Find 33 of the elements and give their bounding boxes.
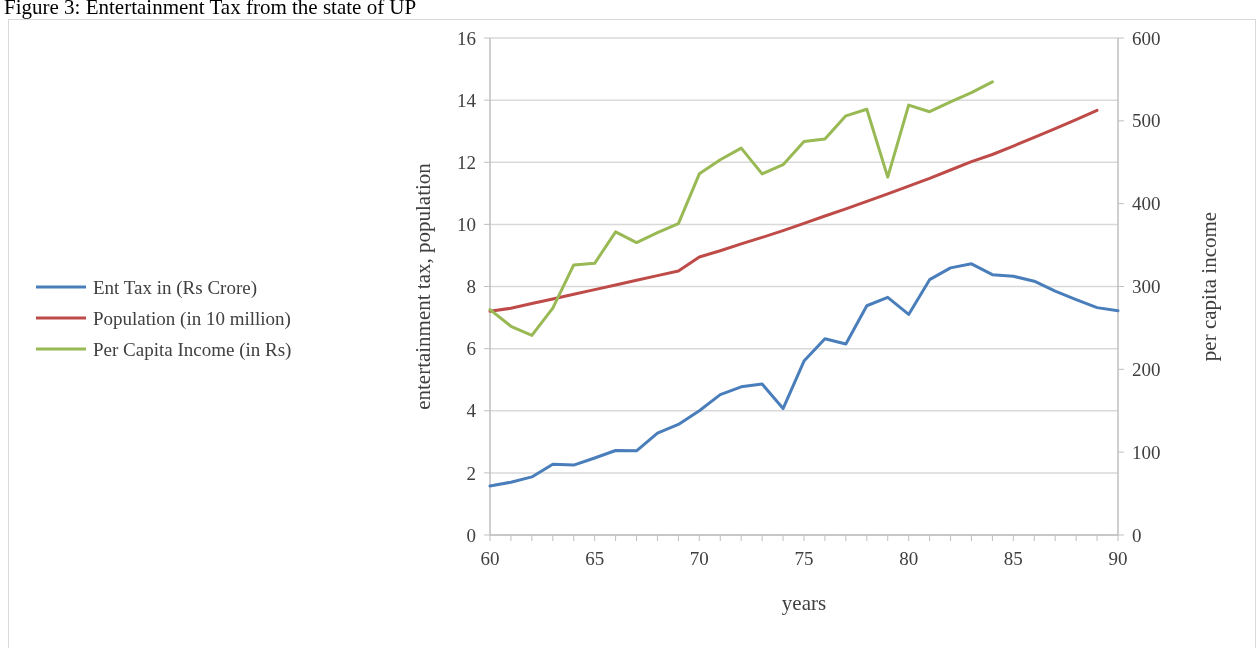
- x-tick-label: 80: [899, 548, 919, 569]
- y-tick-label: 16: [457, 27, 476, 49]
- line-series: [488, 80, 994, 337]
- y-tick-label: 14: [457, 89, 477, 111]
- y2-tick-label: 100: [1132, 441, 1161, 463]
- y2-tick-label: 600: [1132, 27, 1161, 49]
- y2-tick-label: 400: [1132, 193, 1161, 215]
- x-tick-label: 90: [1108, 548, 1128, 569]
- x-tick-label: 75: [794, 548, 814, 569]
- y-tick-label: 2: [466, 462, 476, 484]
- x-tick-label: 70: [689, 548, 709, 569]
- y2-tick-label: 300: [1132, 276, 1161, 298]
- x-axis-title: years: [781, 591, 827, 615]
- y2-tick-label: 500: [1132, 110, 1161, 132]
- y-tick-label: 0: [466, 524, 476, 546]
- x-tick-label: 85: [1003, 548, 1023, 569]
- y-tick-label: 12: [457, 151, 476, 173]
- line-series: [488, 108, 1099, 313]
- y-tick-label: 6: [466, 338, 476, 360]
- legend-label: Population (in 10 million): [93, 307, 291, 330]
- text: Figure 3: Entertainment Tax from the state of UP: [4, 0, 417, 19]
- y-tick-label: 8: [466, 276, 476, 298]
- legend-label: Per Capita Income (in Rs): [93, 338, 292, 361]
- y-axis-title: entertainment tax, population: [411, 162, 435, 410]
- y-tick-label: 4: [466, 400, 477, 422]
- y-tick-label: 10: [457, 214, 476, 236]
- y2-axis-title: per capita income: [1197, 211, 1221, 362]
- line-series: [488, 262, 1120, 488]
- y2-tick-label: 200: [1132, 358, 1161, 380]
- y2-tick-label: 0: [1132, 524, 1142, 546]
- x-tick-label: 60: [480, 548, 500, 569]
- legend-label: Ent Tax in (Rs Crore): [93, 276, 258, 299]
- x-tick-label: 65: [585, 548, 605, 569]
